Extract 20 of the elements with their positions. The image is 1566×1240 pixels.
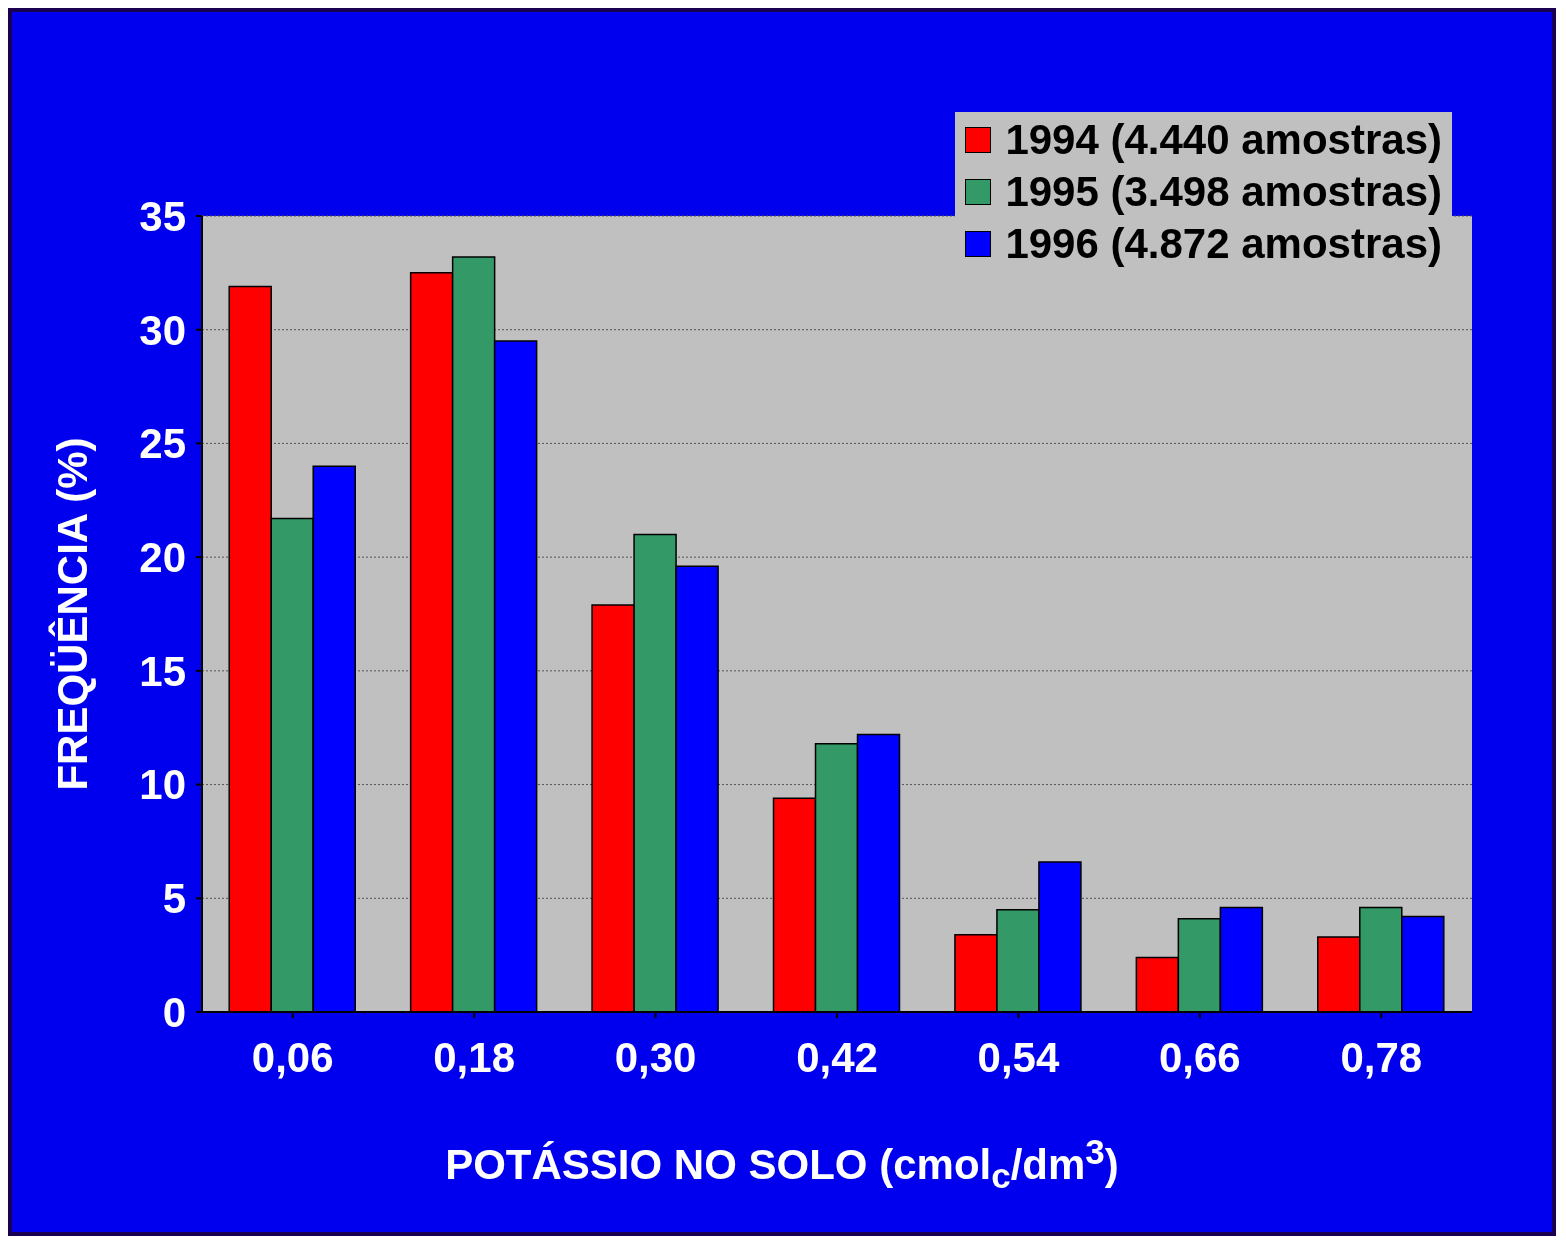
- y-axis-title: FREQÜÊNCIA (%): [47, 437, 96, 791]
- legend-label: 1996 (4.872 amostras): [1005, 220, 1442, 268]
- x-tick-label: 0,06: [251, 1033, 334, 1081]
- legend-label: 1995 (3.498 amostras): [1005, 168, 1442, 216]
- y-tick-label: 35: [139, 192, 186, 240]
- y-tick-label: 15: [139, 647, 186, 695]
- x-tick-label: 0,54: [977, 1033, 1060, 1081]
- legend-label: 1994 (4.440 amostras): [1005, 116, 1442, 164]
- x-axis-title: POTÁSSIO NO SOLO (cmol$_{c}$/dm$^{3}$): [444, 1132, 1120, 1197]
- y-tick-label: 0: [162, 988, 186, 1036]
- y-tick-label: 30: [139, 306, 186, 354]
- x-tick-label: 0,42: [796, 1033, 878, 1081]
- x-tick-label: 0,66: [1158, 1033, 1241, 1081]
- y-tick-label: 25: [139, 420, 186, 468]
- y-tick-label: 5: [162, 875, 186, 923]
- y-tick-label: 10: [139, 761, 186, 809]
- x-tick-label: 0,78: [1340, 1033, 1423, 1081]
- x-tick-label: 0,30: [614, 1033, 697, 1081]
- y-tick-label: 20: [139, 534, 186, 582]
- x-tick-label: 0,18: [433, 1033, 516, 1081]
